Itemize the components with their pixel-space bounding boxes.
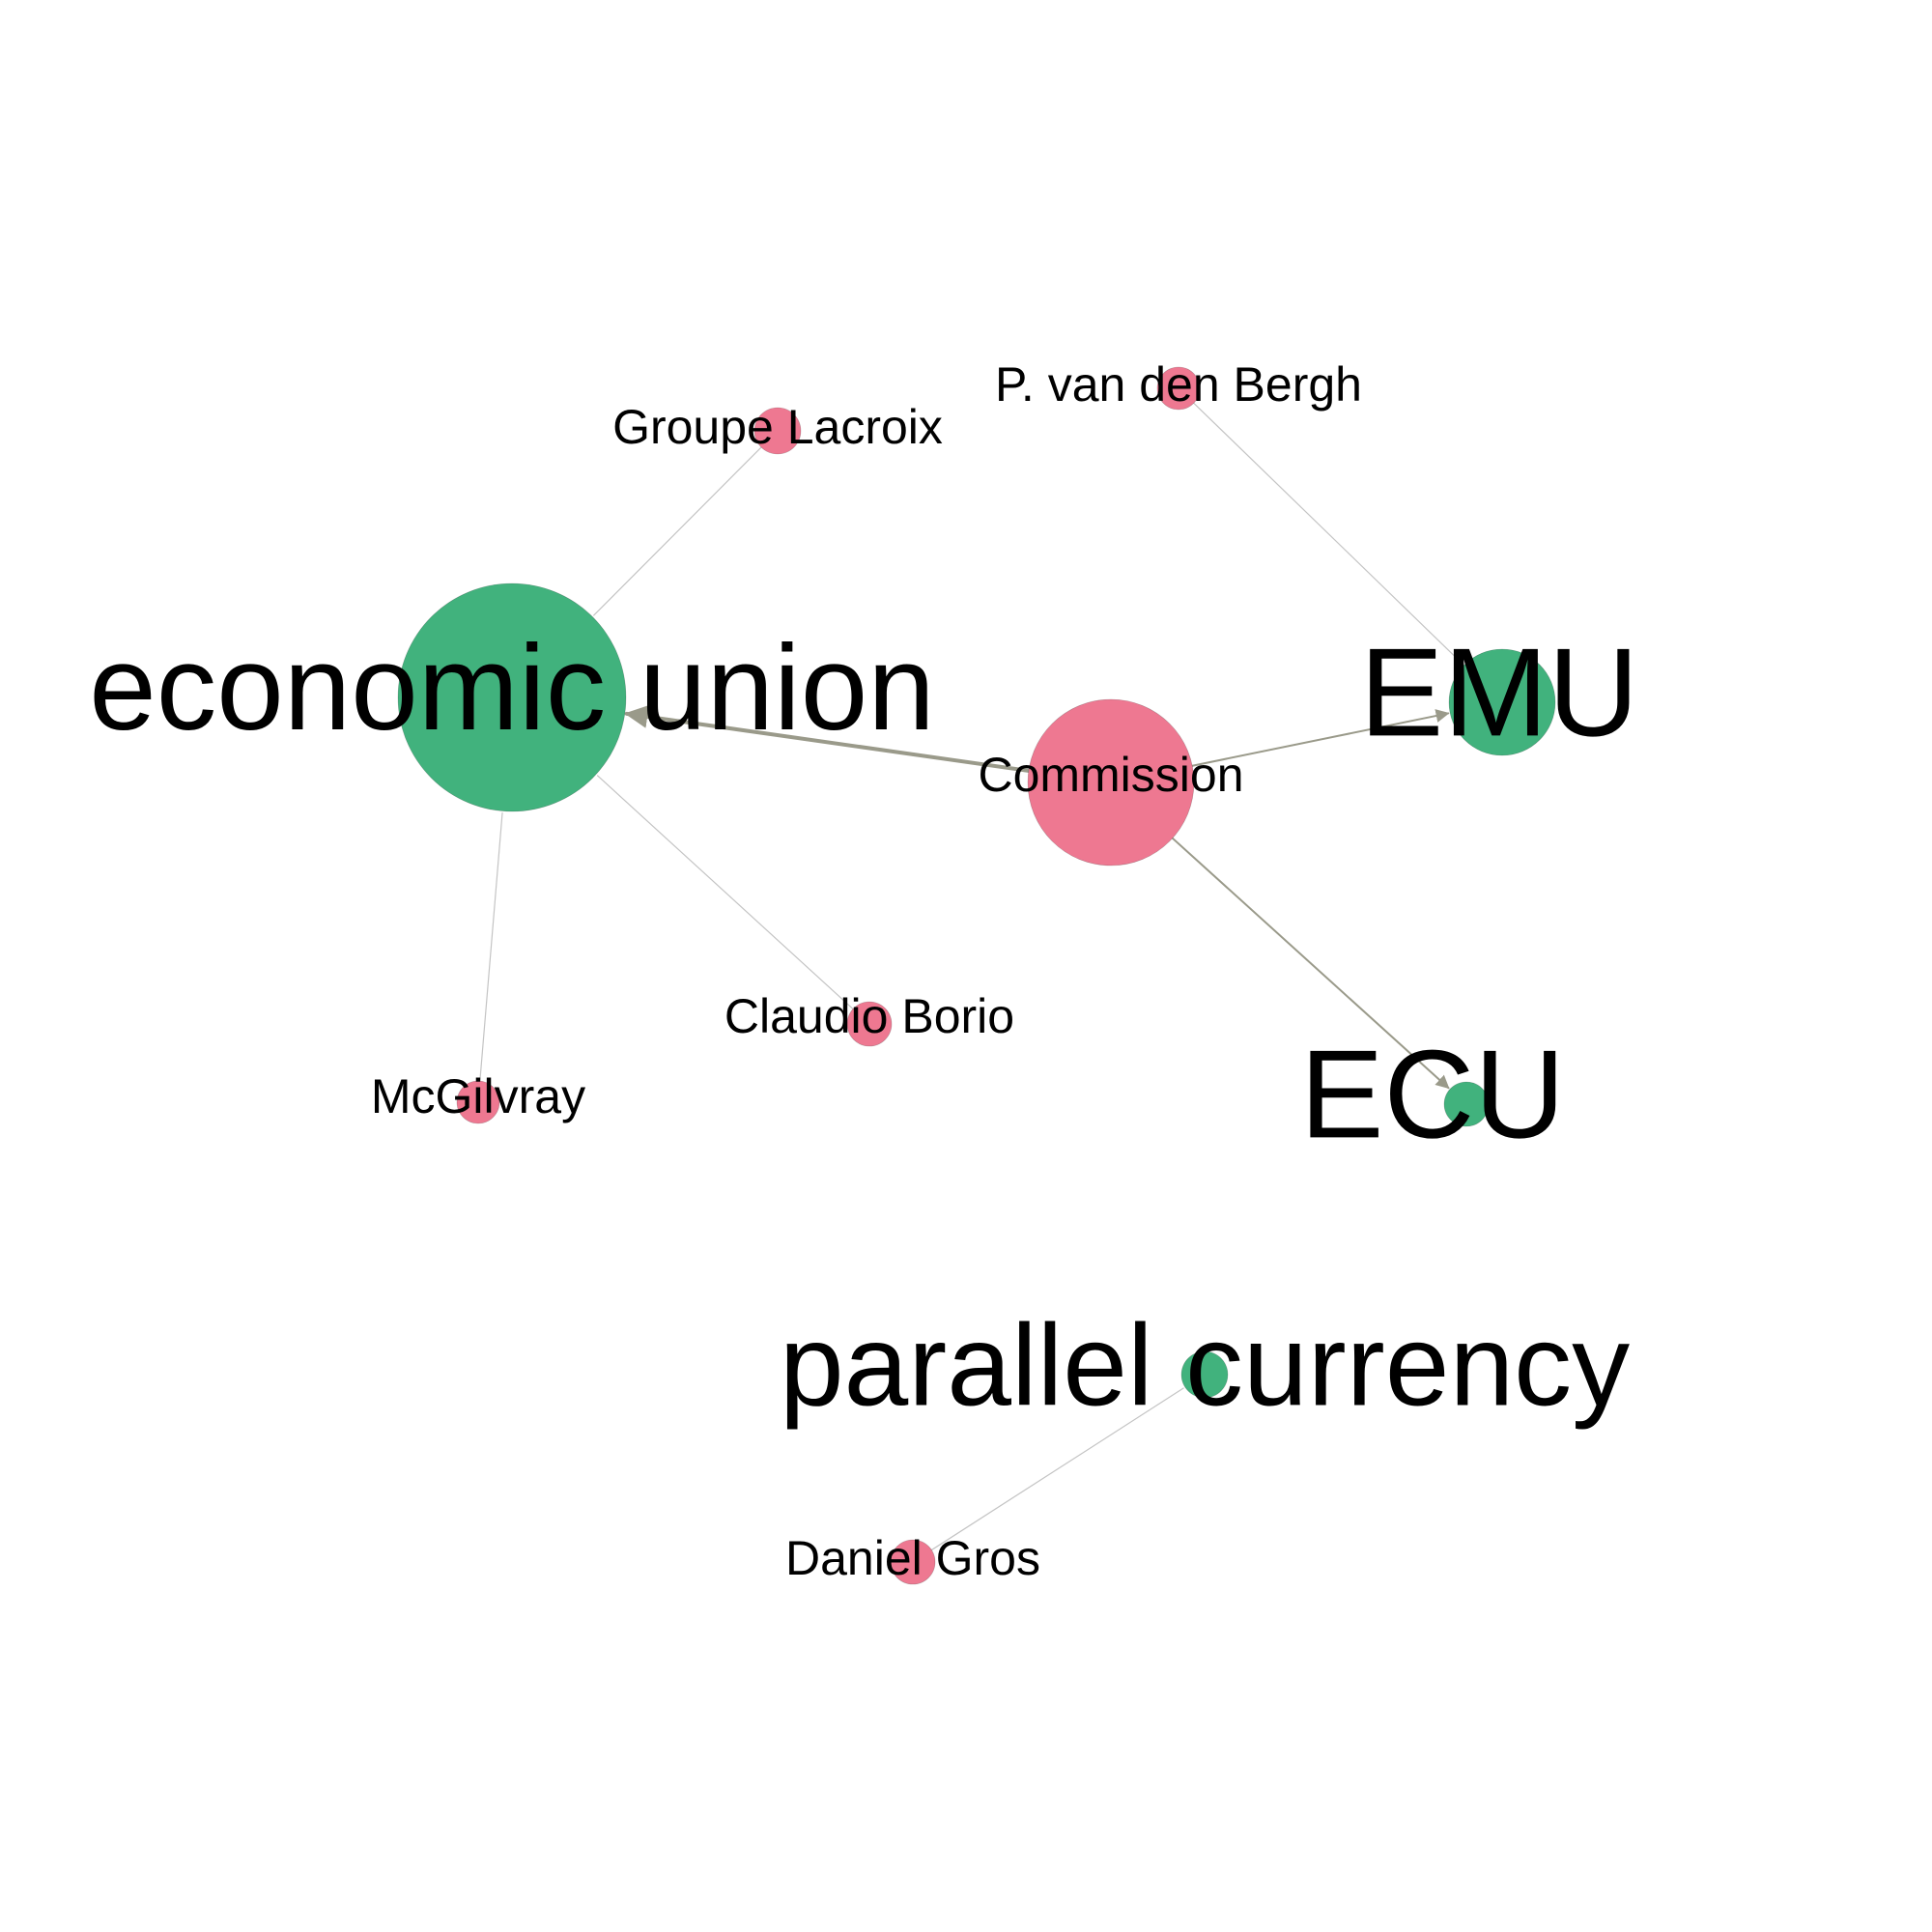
node-daniel-gros[interactable] bbox=[890, 1539, 936, 1585]
node-ecu[interactable] bbox=[1443, 1081, 1490, 1127]
node-emu[interactable] bbox=[1448, 648, 1556, 756]
node-label-groupe-lacroix: Groupe Lacroix bbox=[612, 400, 943, 454]
node-mcgilvray[interactable] bbox=[456, 1080, 500, 1124]
edge-commission-to-ecu bbox=[1165, 831, 1450, 1090]
node-economic-union[interactable] bbox=[397, 582, 627, 812]
edge-daniel-gros-to-parallel-currency bbox=[928, 1387, 1184, 1552]
node-p-van-den-bergh[interactable] bbox=[1156, 366, 1201, 411]
node-label-parallel-currency: parallel currency bbox=[780, 1301, 1630, 1431]
node-parallel-currency[interactable] bbox=[1180, 1350, 1229, 1399]
node-label-economic-union: economic union bbox=[89, 621, 935, 755]
edge-commission-to-economic-union bbox=[624, 705, 1039, 775]
labels-layer: economic union Commission EMU ECU parallel c… bbox=[89, 357, 1638, 1585]
node-groupe-lacroix[interactable] bbox=[753, 407, 802, 455]
node-label-ecu: ECU bbox=[1300, 1023, 1565, 1164]
edge-commission-to-emu bbox=[1182, 709, 1450, 769]
edge-p-van-den-bergh-to-emu bbox=[1191, 401, 1463, 665]
node-label-emu: EMU bbox=[1360, 621, 1639, 762]
node-label-claudio-borio: Claudio Borio bbox=[724, 989, 1014, 1043]
edge-mcgilvray-to-economic-union bbox=[479, 811, 503, 1084]
nodes-layer bbox=[397, 366, 1556, 1585]
node-claudio-borio[interactable] bbox=[846, 1001, 893, 1047]
node-commission[interactable] bbox=[1027, 698, 1195, 867]
edges-layer bbox=[479, 401, 1463, 1552]
edge-claudio-borio-to-economic-union bbox=[596, 775, 856, 1011]
node-label-commission: Commission bbox=[978, 748, 1243, 802]
node-label-p-van-den-bergh: P. van den Bergh bbox=[995, 357, 1362, 412]
node-label-daniel-gros: Daniel Gros bbox=[785, 1531, 1040, 1585]
node-label-mcgilvray: McGilvray bbox=[371, 1069, 585, 1123]
edge-groupe-lacroix-to-economic-union bbox=[593, 444, 764, 616]
